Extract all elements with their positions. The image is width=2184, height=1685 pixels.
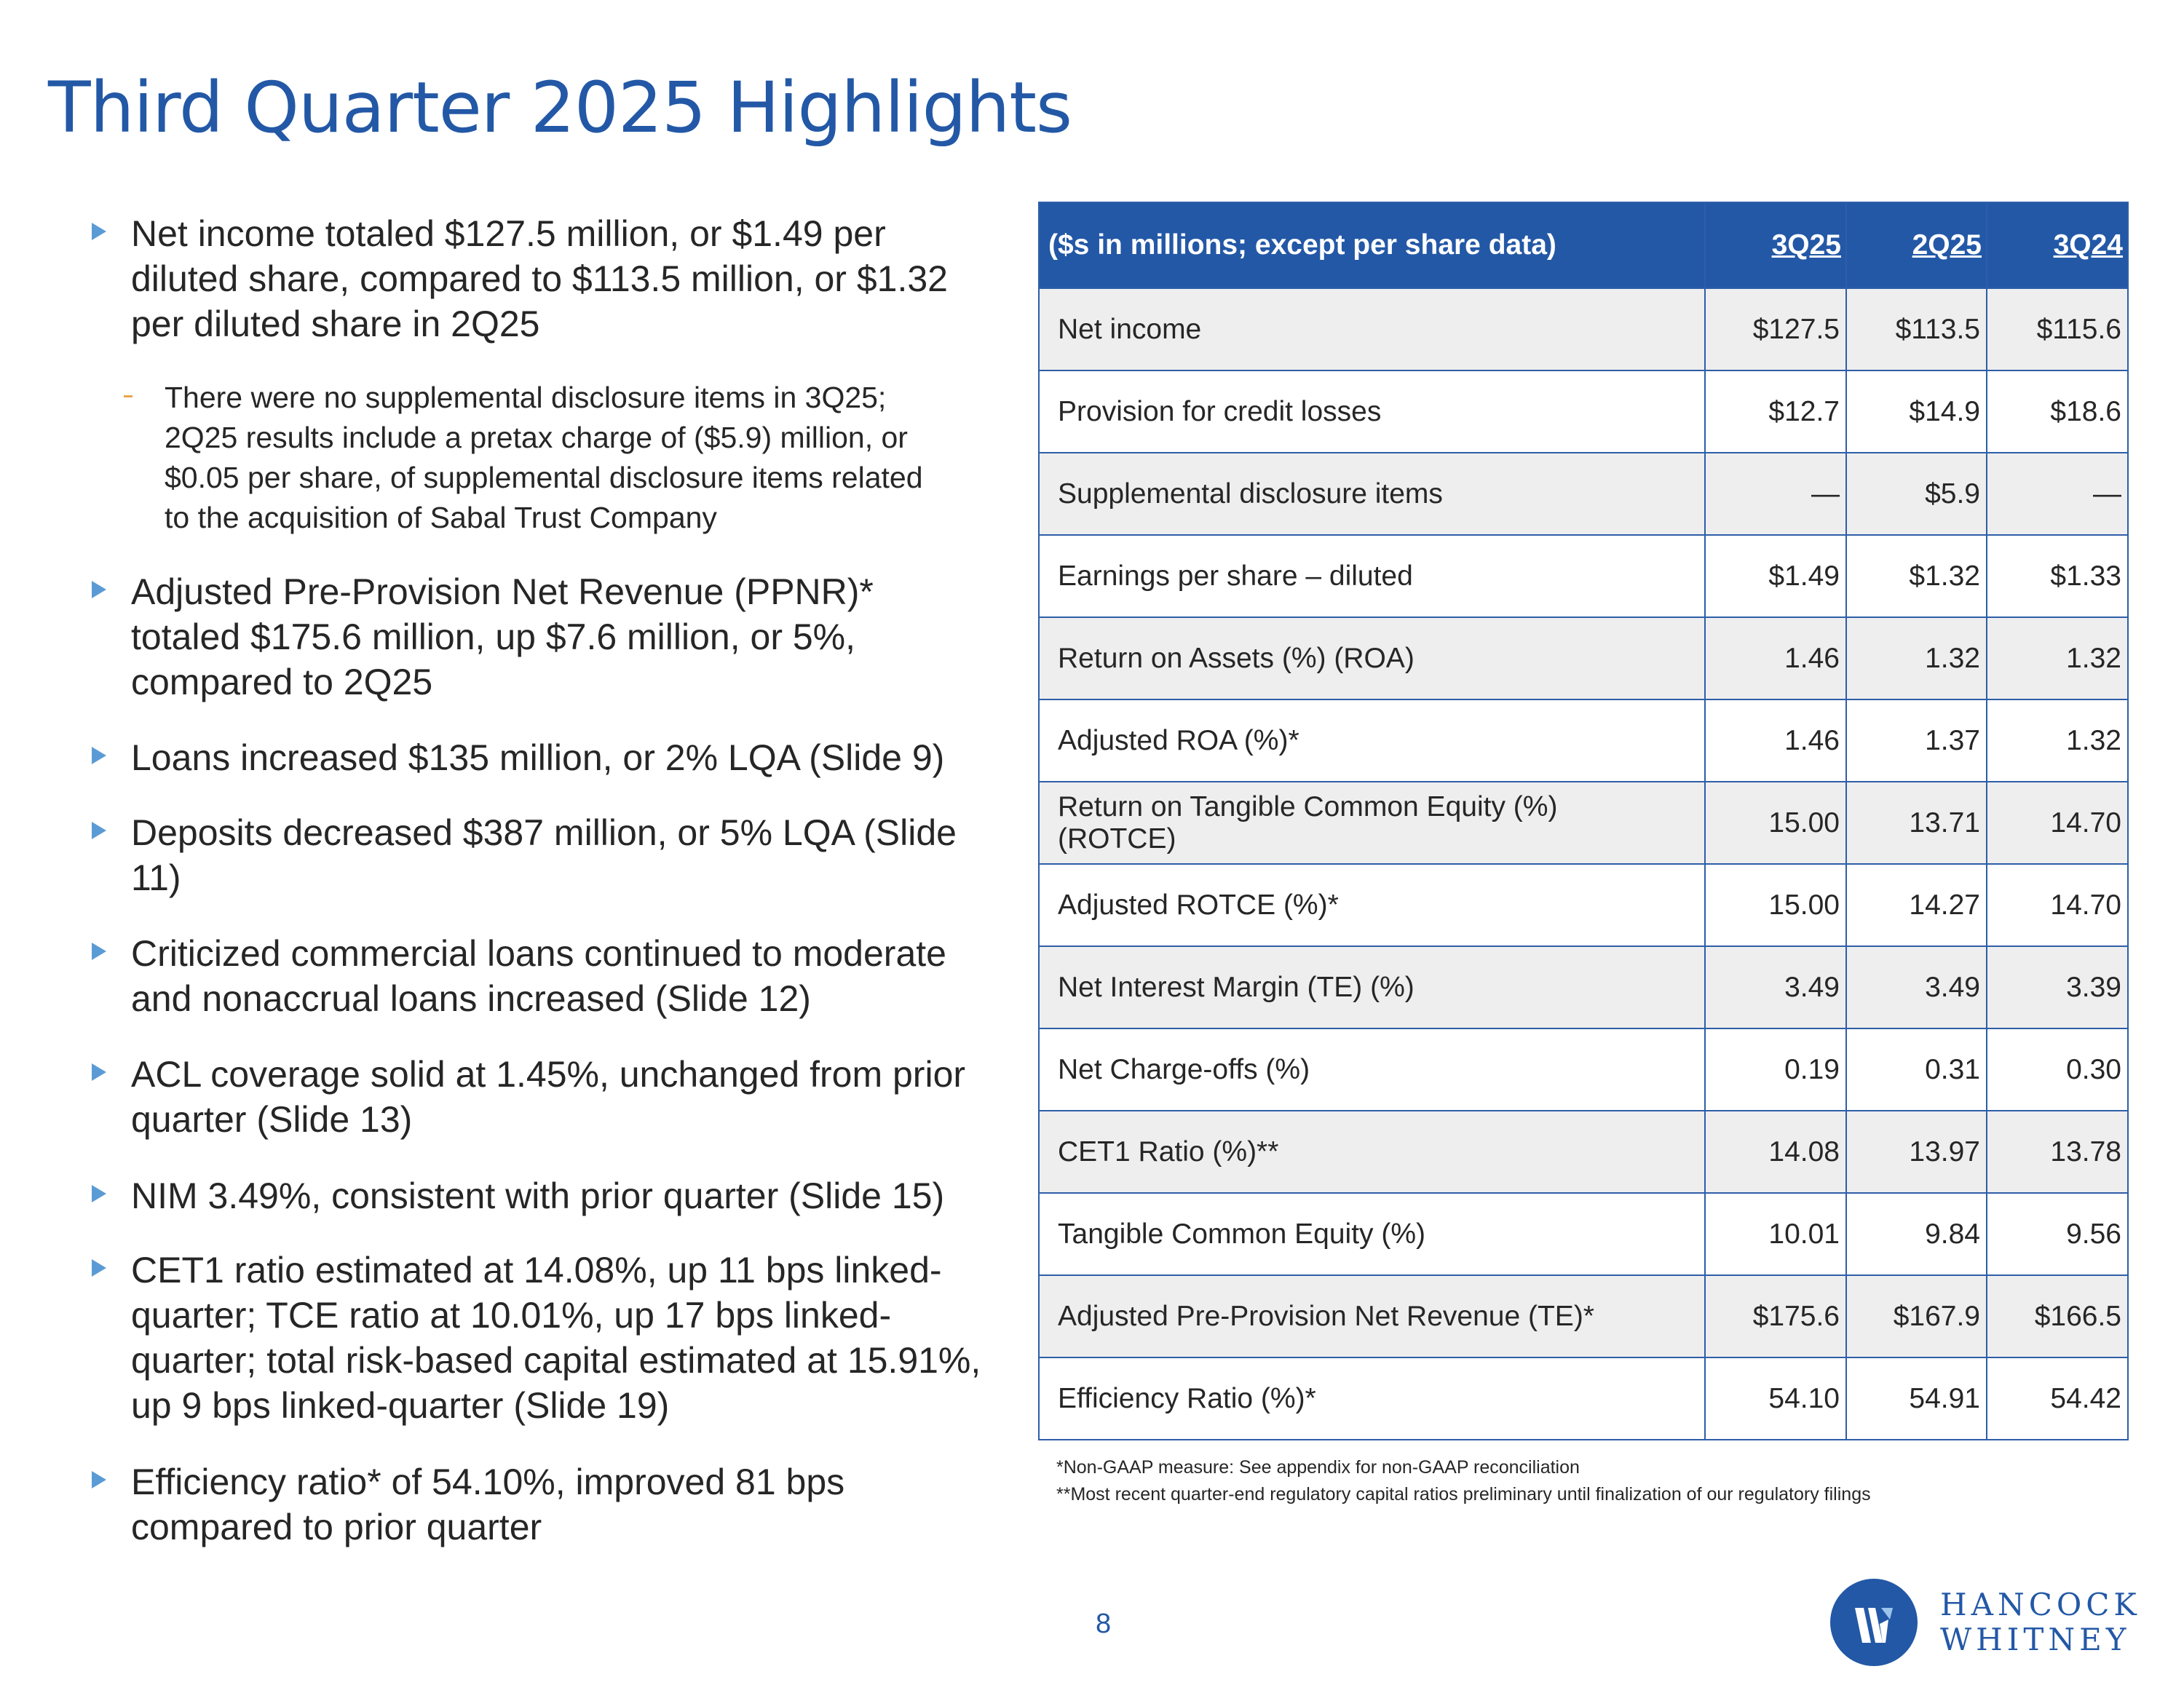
cell-3q24: $18.6 (1986, 370, 2129, 453)
cell-3q25: 10.01 (1704, 1192, 1847, 1276)
cell-3q24: $1.33 (1986, 534, 2129, 618)
arrow-bullet-icon (92, 747, 106, 764)
row-label: Adjusted ROTCE (%)* (1038, 863, 1706, 947)
table-row: Net income $127.5 $113.5 $115.6 (1038, 288, 2129, 371)
cell-2q25: $113.5 (1845, 288, 1987, 371)
table-row: Efficiency Ratio (%)* 54.10 54.91 54.42 (1038, 1357, 2129, 1440)
table-header-label: ($s in millions; except per share data) (1038, 202, 1706, 289)
arrow-bullet-icon (92, 1185, 106, 1202)
cell-2q25: 13.97 (1845, 1110, 1987, 1194)
cell-2q25: $167.9 (1845, 1274, 1987, 1358)
cell-2q25: 1.37 (1845, 699, 1987, 782)
cell-3q25: 15.00 (1704, 863, 1847, 947)
table-row: Return on Assets (%) (ROA) 1.46 1.32 1.32 (1038, 616, 2129, 700)
table-header-row: ($s in millions; except per share data) … (1038, 202, 2129, 289)
table-row: Adjusted ROA (%)* 1.46 1.37 1.32 (1038, 699, 2129, 782)
cell-3q25: 0.19 (1704, 1028, 1847, 1111)
table-row: Tangible Common Equity (%) 10.01 9.84 9.56 (1038, 1192, 2129, 1276)
row-label: Provision for credit losses (1038, 370, 1706, 453)
cell-3q24: 0.30 (1986, 1028, 2129, 1111)
row-label: Efficiency Ratio (%)* (1038, 1357, 1706, 1440)
column-header-3q25: 3Q25 (1704, 202, 1847, 289)
row-label: Supplemental disclosure items (1038, 452, 1706, 536)
cell-2q25: 0.31 (1845, 1028, 1987, 1111)
table-row: Return on Tangible Common Equity (%) (RO… (1038, 781, 2129, 865)
table-row: Adjusted Pre-Provision Net Revenue (TE)*… (1038, 1274, 2129, 1358)
logo-text-whitney: WHITNEY (1940, 1622, 2131, 1657)
cell-3q24: 3.39 (1986, 945, 2129, 1029)
cell-3q24: 14.70 (1986, 781, 2129, 865)
cell-3q25: — (1704, 452, 1847, 536)
cell-3q24: 1.32 (1986, 616, 2129, 700)
cell-3q24: $166.5 (1986, 1274, 2129, 1358)
logo-text-hancock: HANCOCK (1940, 1587, 2141, 1622)
row-label: Return on Assets (%) (ROA) (1038, 616, 1706, 700)
row-label: Net Charge-offs (%) (1038, 1028, 1706, 1111)
cell-2q25: $14.9 (1845, 370, 1987, 453)
arrow-bullet-icon (92, 1063, 106, 1081)
cell-2q25: $1.32 (1845, 534, 1987, 618)
cell-3q25: $12.7 (1704, 370, 1847, 453)
row-label: Net Interest Margin (TE) (%) (1038, 945, 1706, 1029)
cell-2q25: 1.32 (1845, 616, 1987, 700)
row-label: Adjusted Pre-Provision Net Revenue (TE)* (1038, 1274, 1706, 1358)
cell-3q25: $175.6 (1704, 1274, 1847, 1358)
cell-3q25: 15.00 (1704, 781, 1847, 865)
cell-2q25: 13.71 (1845, 781, 1987, 865)
table-row: CET1 Ratio (%)** 14.08 13.97 13.78 (1038, 1110, 2129, 1194)
row-label: Net income (1038, 288, 1706, 371)
cell-3q24: 14.70 (1986, 863, 2129, 947)
cell-3q24: — (1986, 452, 2129, 536)
row-label: Tangible Common Equity (%) (1038, 1192, 1706, 1276)
dash-bullet-icon (124, 395, 132, 397)
cell-3q24: 13.78 (1986, 1110, 2129, 1194)
row-label: Earnings per share – diluted (1038, 534, 1706, 618)
cell-3q25: 54.10 (1704, 1357, 1847, 1440)
page-title: Third Quarter 2025 Highlights (48, 67, 1072, 148)
cell-3q25: 14.08 (1704, 1110, 1847, 1194)
column-header-2q25: 2Q25 (1845, 202, 1987, 289)
arrow-bullet-icon (92, 223, 106, 240)
row-label: Adjusted ROA (%)* (1038, 699, 1706, 782)
financial-highlights-table: ($s in millions; except per share data) … (1038, 202, 2129, 1440)
arrow-bullet-icon (92, 822, 106, 839)
cell-3q25: $127.5 (1704, 288, 1847, 371)
cell-2q25: 54.91 (1845, 1357, 1987, 1440)
arrow-bullet-icon (92, 943, 106, 960)
table-row: Net Interest Margin (TE) (%) 3.49 3.49 3.39 (1038, 945, 2129, 1029)
footnote-non-gaap: *Non-GAAP measure: See appendix for non-… (1056, 1457, 1580, 1478)
table-row: Earnings per share – diluted $1.49 $1.32 $1… (1038, 534, 2129, 618)
cell-3q25: 3.49 (1704, 945, 1847, 1029)
column-header-3q24: 3Q24 (1986, 202, 2129, 289)
footnote-regulatory: **Most recent quarter-end regulatory cap… (1056, 1484, 1871, 1504)
cell-3q24: 9.56 (1986, 1192, 2129, 1276)
arrow-bullet-icon (92, 1471, 106, 1488)
hancock-whitney-logo-icon (1830, 1579, 1918, 1666)
cell-2q25: 3.49 (1845, 945, 1987, 1029)
cell-3q25: 1.46 (1704, 699, 1847, 782)
cell-2q25: 9.84 (1845, 1192, 1987, 1276)
cell-3q25: 1.46 (1704, 616, 1847, 700)
arrow-bullet-icon (92, 581, 106, 598)
row-label: CET1 Ratio (%)** (1038, 1110, 1706, 1194)
table-row: Provision for credit losses $12.7 $14.9 $18… (1038, 370, 2129, 453)
table-row: Adjusted ROTCE (%)* 15.00 14.27 14.70 (1038, 863, 2129, 947)
table-row: Net Charge-offs (%) 0.19 0.31 0.30 (1038, 1028, 2129, 1111)
page-number: 8 (1096, 1609, 1112, 1639)
cell-2q25: 14.27 (1845, 863, 1987, 947)
table-row: Supplemental disclosure items — $5.9— (1038, 452, 2129, 536)
cell-2q25: $5.9 (1845, 452, 1987, 536)
arrow-bullet-icon (92, 1259, 106, 1277)
cell-3q24: $115.6 (1986, 288, 2129, 371)
row-label: Return on Tangible Common Equity (%) (RO… (1038, 781, 1706, 865)
cell-3q24: 1.32 (1986, 699, 2129, 782)
cell-3q25: $1.49 (1704, 534, 1847, 618)
cell-3q24: 54.42 (1986, 1357, 2129, 1440)
